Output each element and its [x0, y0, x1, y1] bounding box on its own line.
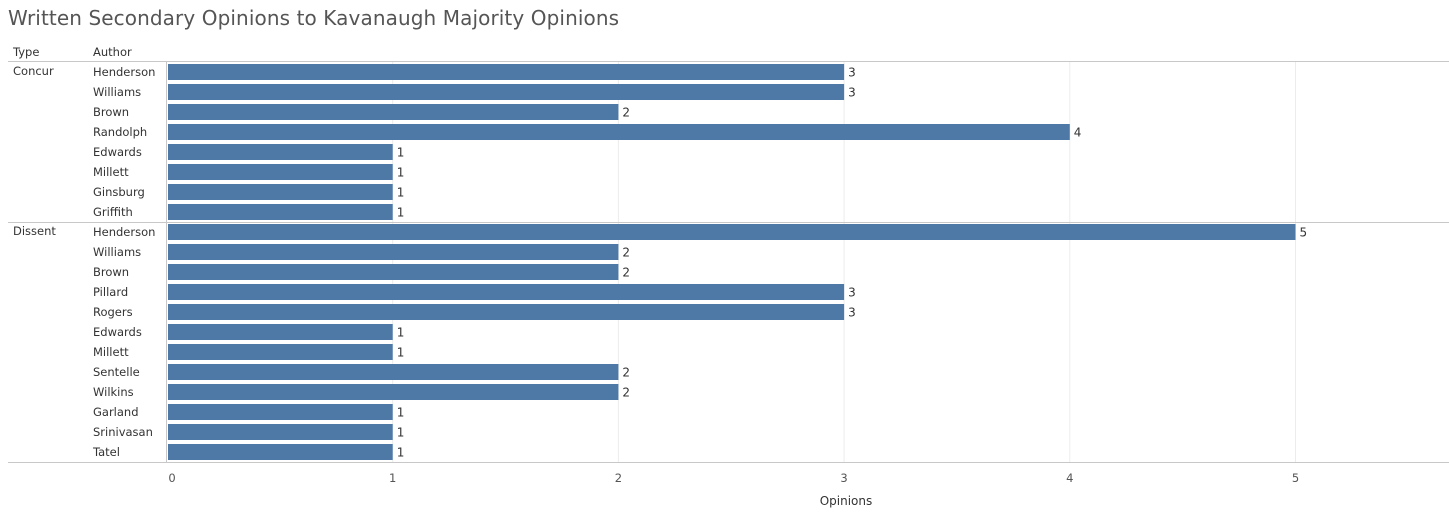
bar-concur-millett[interactable]	[168, 164, 393, 180]
bar-dissent-edwards[interactable]	[168, 324, 393, 340]
author-label-millett: Millett	[93, 165, 129, 179]
author-label-garland: Garland	[93, 405, 139, 419]
author-column-header[interactable]: Author	[93, 45, 132, 59]
value-label-dissent-millett: 1	[397, 346, 405, 360]
bar-dissent-millett[interactable]	[168, 344, 393, 360]
value-label-concur-henderson: 3	[848, 66, 856, 80]
bar-concur-edwards[interactable]	[168, 144, 393, 160]
value-label-concur-williams: 3	[848, 86, 856, 100]
author-label-edwards: Edwards	[93, 145, 142, 159]
type-label-concur: Concur	[13, 64, 54, 78]
bar-concur-griffith[interactable]	[168, 204, 393, 220]
value-label-concur-brown: 2	[622, 106, 630, 120]
value-label-dissent-garland: 1	[397, 406, 405, 420]
bar-dissent-tatel[interactable]	[168, 444, 393, 460]
chart-title: Written Secondary Opinions to Kavanaugh …	[8, 6, 620, 30]
value-label-dissent-pillard: 3	[848, 286, 856, 300]
author-label-williams: Williams	[93, 85, 141, 99]
bar-concur-henderson[interactable]	[168, 64, 845, 80]
x-tick-label-1: 1	[389, 471, 396, 485]
x-axis-title[interactable]: Opinions	[820, 494, 873, 508]
bars	[168, 64, 1296, 460]
value-label-dissent-tatel: 1	[397, 446, 405, 460]
value-label-concur-edwards: 1	[397, 146, 405, 160]
author-label-henderson: Henderson	[93, 225, 155, 239]
bar-dissent-brown[interactable]	[168, 264, 619, 280]
row-labels: Concur Henderson Williams Brown Randolph Edwa…	[13, 64, 155, 459]
bar-dissent-wilkins[interactable]	[168, 384, 619, 400]
value-label-concur-ginsburg: 1	[397, 186, 405, 200]
x-tick-label-4: 4	[1066, 471, 1073, 485]
bar-dissent-pillard[interactable]	[168, 284, 845, 300]
author-label-millett: Millett	[93, 345, 129, 359]
value-label-dissent-henderson: 5	[1300, 226, 1308, 240]
author-label-brown: Brown	[93, 105, 129, 119]
value-label-dissent-sentelle: 2	[622, 366, 630, 380]
value-label-concur-millett: 1	[397, 166, 405, 180]
gridlines	[392, 62, 1296, 462]
bar-concur-randolph[interactable]	[168, 124, 1070, 140]
author-label-williams: Williams	[93, 245, 141, 259]
x-tick-label-2: 2	[615, 471, 622, 485]
author-label-srinivasan: Srinivasan	[93, 425, 153, 439]
type-column-header[interactable]: Type	[13, 45, 40, 59]
value-label-concur-griffith: 1	[397, 206, 405, 220]
bar-concur-brown[interactable]	[168, 104, 619, 120]
author-label-brown: Brown	[93, 265, 129, 279]
author-label-wilkins: Wilkins	[93, 385, 134, 399]
bar-concur-ginsburg[interactable]	[168, 184, 393, 200]
value-label-dissent-srinivasan: 1	[397, 426, 405, 440]
value-label-dissent-edwards: 1	[397, 326, 405, 340]
group-dividers	[8, 61, 1449, 463]
x-axis: 0 1 2 3 4 5 Opinions	[168, 471, 1299, 508]
x-tick-label-0: 0	[168, 471, 175, 485]
author-label-pillard: Pillard	[93, 285, 128, 299]
bar-concur-williams[interactable]	[168, 84, 845, 100]
author-label-edwards: Edwards	[93, 325, 142, 339]
type-label-dissent: Dissent	[13, 224, 56, 238]
x-tick-label-3: 3	[840, 471, 847, 485]
author-label-henderson: Henderson	[93, 65, 155, 79]
value-label-dissent-rogers: 3	[848, 306, 856, 320]
author-label-sentelle: Sentelle	[93, 365, 140, 379]
bar-dissent-williams[interactable]	[168, 244, 619, 260]
author-label-tatel: Tatel	[92, 445, 120, 459]
author-label-rogers: Rogers	[93, 305, 133, 319]
value-label-dissent-williams: 2	[622, 246, 630, 260]
value-label-dissent-wilkins: 2	[622, 386, 630, 400]
author-label-griffith: Griffith	[93, 205, 133, 219]
author-label-ginsburg: Ginsburg	[93, 185, 145, 199]
value-label-concur-randolph: 4	[1074, 126, 1082, 140]
bar-dissent-rogers[interactable]	[168, 304, 845, 320]
bar-dissent-henderson[interactable]	[168, 224, 1296, 240]
value-labels: 3 3 2 4 1 1 1 1 5 2 2 3 3 1 1 2 2 1 1 1	[397, 66, 1307, 460]
value-label-dissent-brown: 2	[622, 266, 630, 280]
bar-dissent-garland[interactable]	[168, 404, 393, 420]
author-label-randolph: Randolph	[93, 125, 147, 139]
bar-dissent-srinivasan[interactable]	[168, 424, 393, 440]
x-tick-label-5: 5	[1292, 471, 1299, 485]
bar-dissent-sentelle[interactable]	[168, 364, 619, 380]
